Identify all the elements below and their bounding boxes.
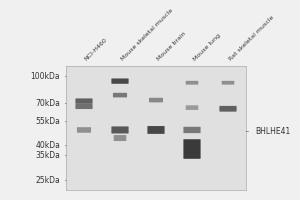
FancyBboxPatch shape: [111, 126, 129, 134]
FancyBboxPatch shape: [222, 81, 234, 85]
FancyBboxPatch shape: [186, 81, 198, 85]
FancyBboxPatch shape: [219, 106, 237, 112]
Text: 35kDa: 35kDa: [35, 151, 60, 160]
FancyBboxPatch shape: [77, 127, 91, 133]
Text: BHLHE41: BHLHE41: [255, 127, 290, 136]
Text: 100kDa: 100kDa: [30, 72, 60, 81]
Text: Mouse skeletal muscle: Mouse skeletal muscle: [120, 8, 174, 62]
Text: Mouse lung: Mouse lung: [192, 33, 221, 62]
FancyBboxPatch shape: [113, 93, 127, 97]
Text: 70kDa: 70kDa: [35, 99, 60, 108]
FancyBboxPatch shape: [114, 135, 126, 141]
FancyBboxPatch shape: [183, 127, 201, 133]
FancyBboxPatch shape: [186, 105, 198, 110]
Text: 25kDa: 25kDa: [35, 176, 60, 185]
FancyBboxPatch shape: [149, 98, 163, 102]
FancyBboxPatch shape: [183, 139, 201, 159]
Text: Rat skeletal muscle: Rat skeletal muscle: [228, 15, 275, 62]
Text: NCI-H460: NCI-H460: [84, 37, 109, 62]
FancyBboxPatch shape: [111, 78, 129, 84]
Text: Mouse brain: Mouse brain: [156, 31, 187, 62]
Text: 40kDa: 40kDa: [35, 141, 60, 150]
FancyBboxPatch shape: [75, 104, 93, 109]
FancyBboxPatch shape: [147, 126, 165, 134]
Text: 55kDa: 55kDa: [35, 117, 60, 126]
FancyBboxPatch shape: [75, 98, 93, 104]
